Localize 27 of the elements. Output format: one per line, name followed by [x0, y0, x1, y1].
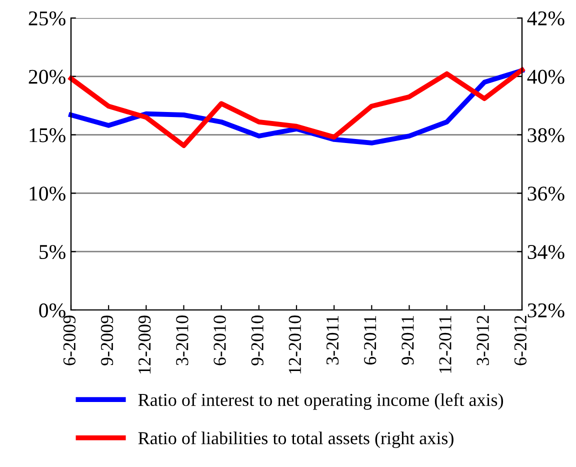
x-tick-label: 6-2012: [514, 316, 527, 366]
y-tick-label: 10%: [30, 186, 66, 201]
x-tick-label: 3-2010: [176, 316, 188, 366]
x-tick-label: 12-2010: [288, 316, 302, 374]
x-tick-label: 3-2011: [326, 316, 339, 364]
x-tick-label: 9-2010: [251, 316, 264, 366]
y-tick-label: 5%: [40, 244, 66, 260]
y-tick-label: 15%: [30, 128, 66, 142]
x-tick-label: 9-2009: [100, 316, 114, 366]
y-tick-label: 20%: [28, 70, 66, 84]
y2-tick-label: 40%: [527, 70, 564, 84]
y2-tick-label: 36%: [528, 186, 564, 201]
x-tick-label: 6-2010: [214, 316, 226, 366]
x-tick-label: 3-2012: [476, 316, 489, 366]
y-tick-label: 25%: [28, 11, 66, 26]
y2-tick-label: 38%: [528, 128, 564, 142]
x-tick-label: 6-2011: [364, 316, 376, 365]
x-tick-label: 12-2011: [439, 316, 452, 373]
x-tick-label: 6-2009: [63, 316, 76, 366]
legend-label: Ratio of liabilities to total assets (right axis): [138, 431, 454, 448]
y-tick-label: 0%: [39, 303, 66, 318]
y2-tick-label: 42%: [527, 11, 564, 26]
x-tick-label: 9-2011: [402, 316, 414, 365]
legend-label: Ratio of interest to net operating income (left axis): [138, 393, 504, 410]
y2-tick-label: 34%: [528, 244, 564, 260]
y2-tick-label: 32%: [528, 303, 564, 318]
x-tick-label: 12-2009: [138, 316, 151, 374]
